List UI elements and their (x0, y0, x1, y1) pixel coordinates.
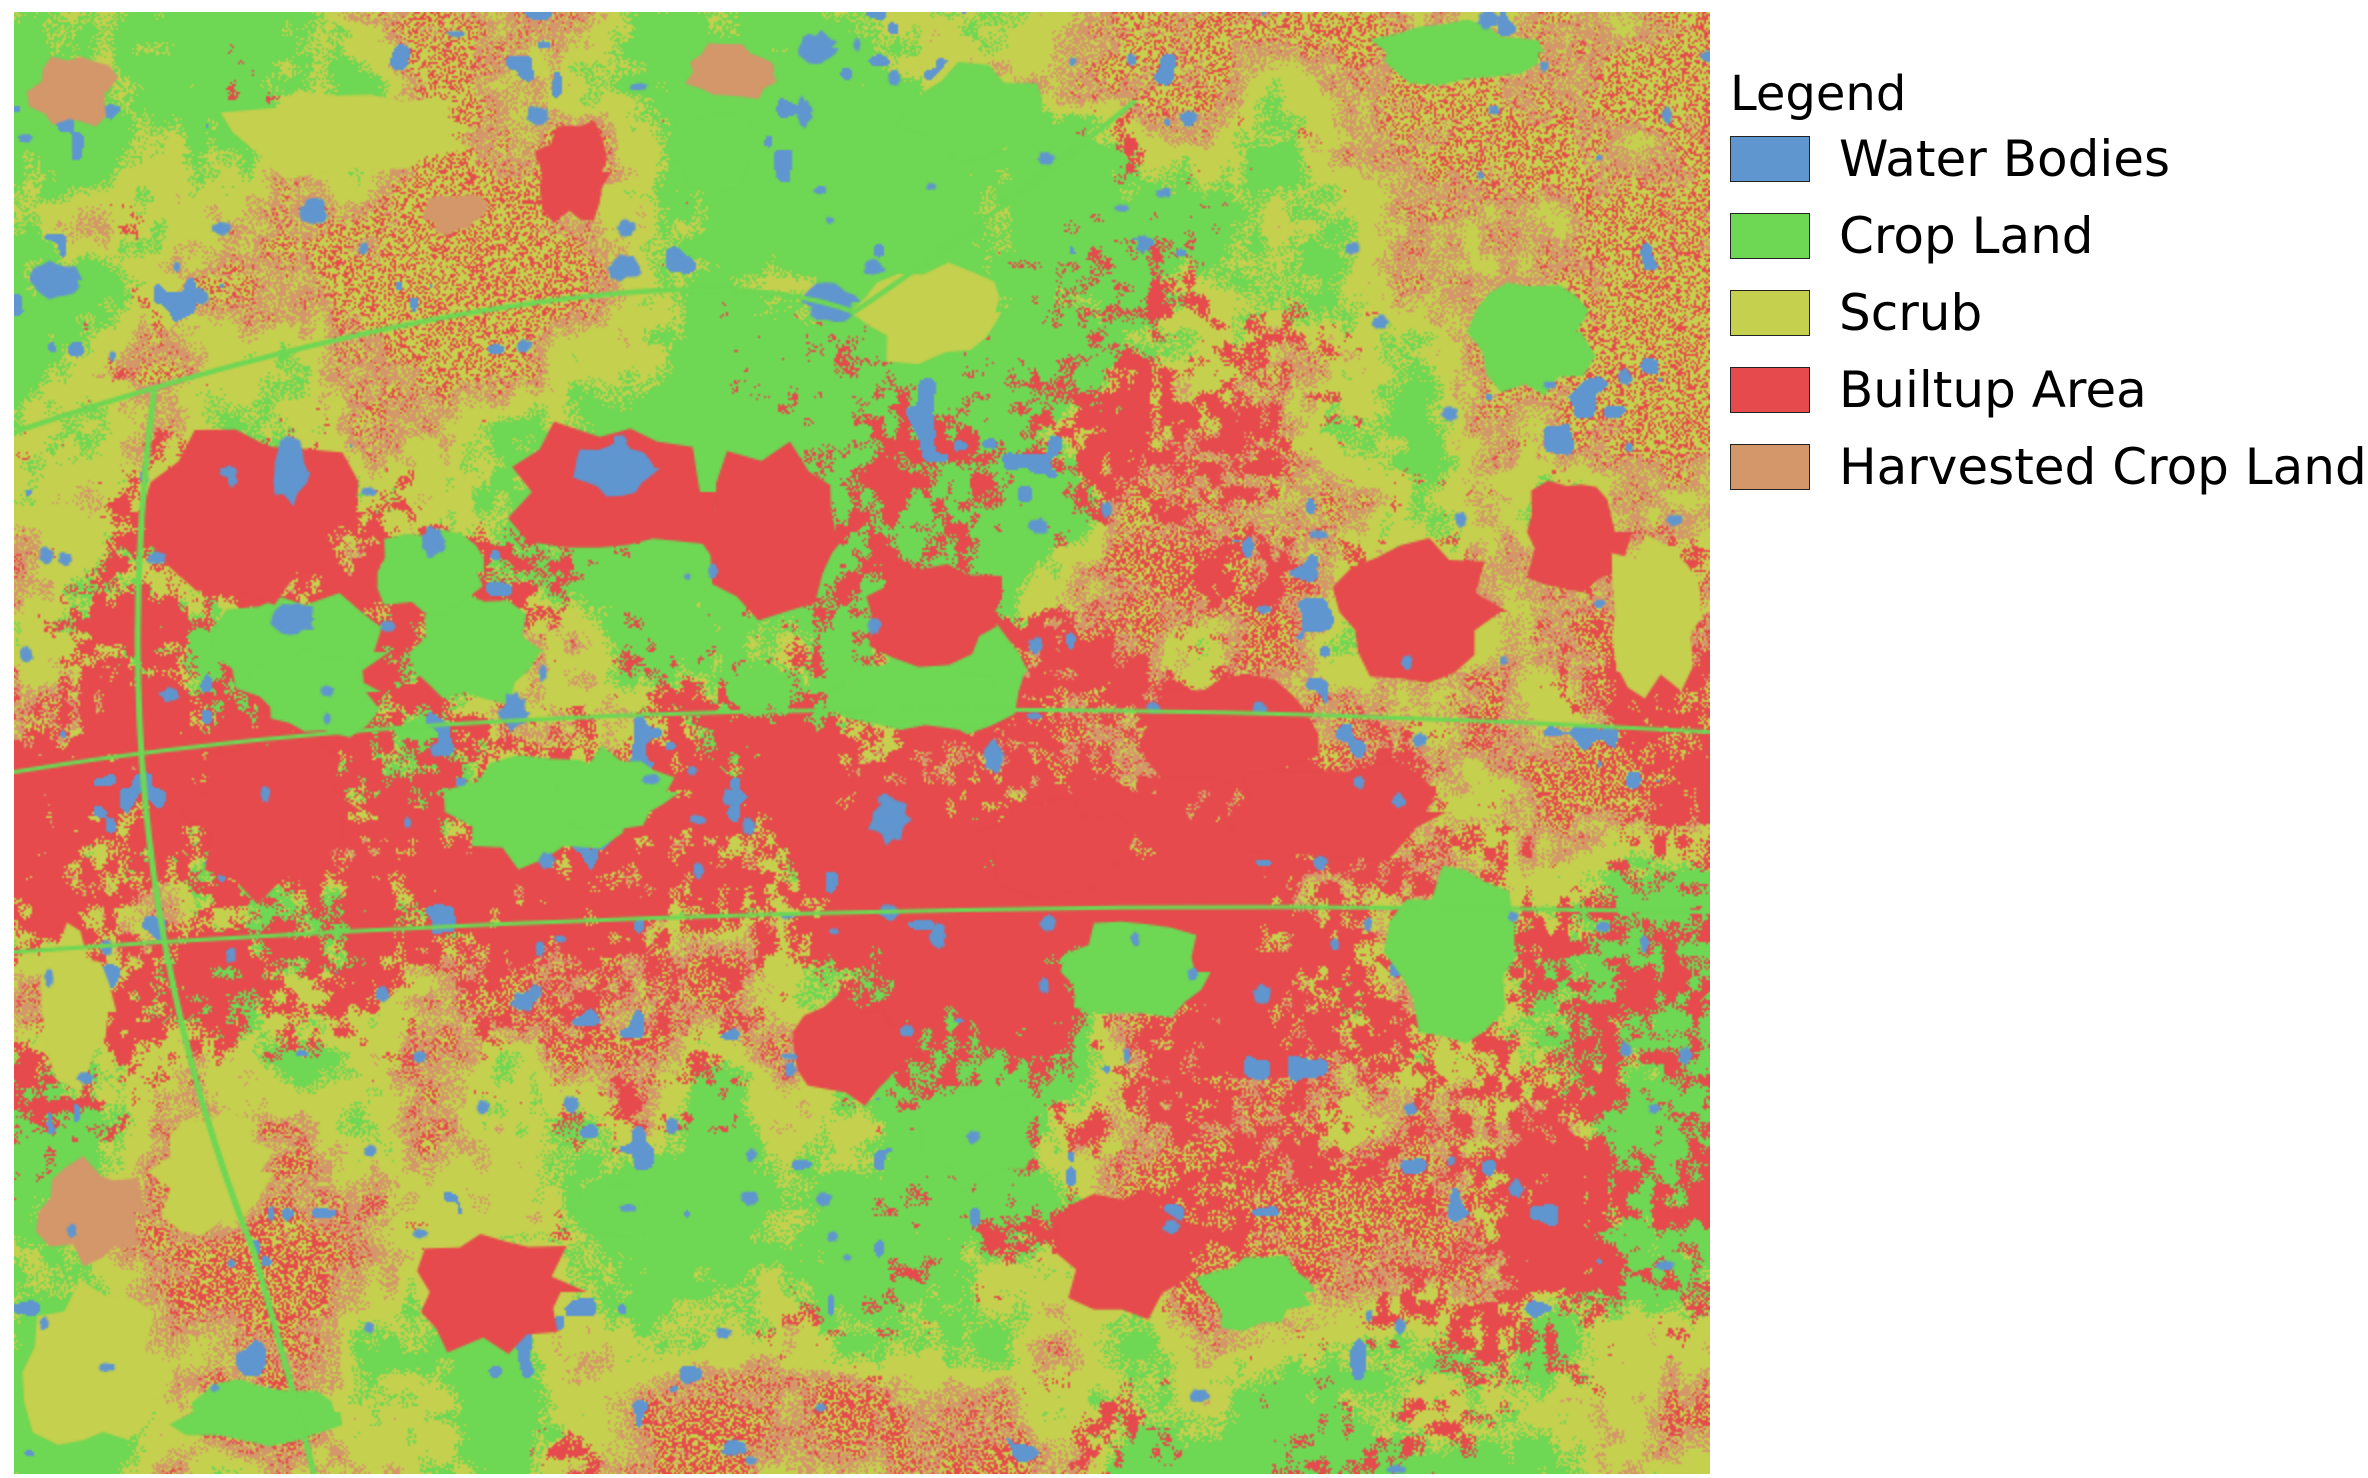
land-cover-raster (14, 12, 1710, 1474)
legend-title: Legend (1730, 66, 1907, 122)
legend-label-harvested-crop-land: Harvested Crop Land (1839, 438, 2367, 496)
legend-item-builtup-area: Builtup Area (1730, 359, 2360, 436)
land-cover-map (14, 12, 1710, 1474)
legend-swatch-scrub (1730, 290, 1810, 336)
legend-item-harvested-crop-land: Harvested Crop Land (1730, 436, 2367, 513)
map-legend: Legend Water Bodies Crop Land Scrub Buil… (1730, 62, 2367, 513)
legend-swatch-harvested-crop-land (1730, 444, 1810, 490)
legend-label-builtup-area: Builtup Area (1839, 361, 2147, 419)
legend-label-water-bodies: Water Bodies (1839, 130, 2171, 188)
legend-item-crop-land: Crop Land (1730, 205, 2360, 282)
legend-label-crop-land: Crop Land (1839, 207, 2094, 265)
legend-swatch-crop-land (1730, 213, 1810, 259)
legend-item-scrub: Scrub (1730, 282, 2360, 359)
legend-label-scrub: Scrub (1839, 284, 1983, 342)
legend-swatch-water-bodies (1730, 136, 1810, 182)
legend-item-water-bodies: Water Bodies (1730, 128, 2360, 205)
legend-swatch-builtup-area (1730, 367, 1810, 413)
